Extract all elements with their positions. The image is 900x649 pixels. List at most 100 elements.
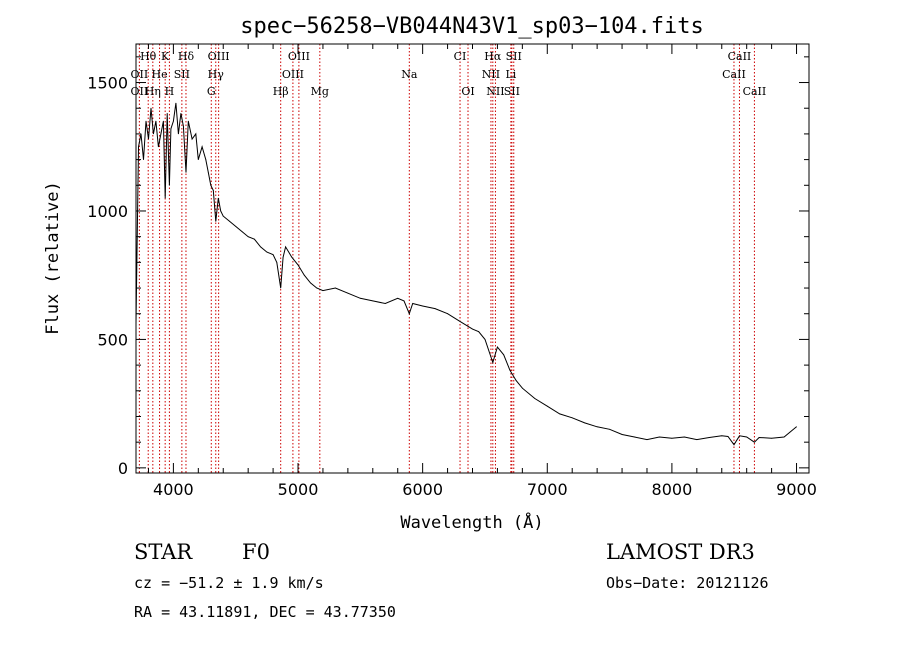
line-label-12: Hγ xyxy=(208,68,225,81)
data-point-21 xyxy=(185,172,187,173)
data-point-81 xyxy=(609,428,610,430)
data-point-60 xyxy=(408,313,410,315)
line-label-7: SII xyxy=(506,50,522,63)
data-point-46 xyxy=(285,246,286,248)
y-axis: 0 500 1000 1500 xyxy=(87,56,809,478)
line-label-16: Li xyxy=(505,68,516,81)
data-point-26 xyxy=(201,146,203,148)
obs-date: Obs−Date: 20121126 xyxy=(606,574,769,592)
data-point-44 xyxy=(280,287,282,289)
data-point-96 xyxy=(758,437,760,438)
y-tick-label-0: 0 xyxy=(118,459,128,478)
data-point-92 xyxy=(733,444,735,446)
data-point-50 xyxy=(310,282,311,284)
x-tick-label-4: 8000 xyxy=(652,480,693,499)
data-point-20 xyxy=(183,125,184,127)
data-point-3 xyxy=(143,159,144,161)
data-point-10 xyxy=(160,133,162,135)
data-point-4 xyxy=(145,120,147,122)
data-point-84 xyxy=(646,439,648,440)
data-point-24 xyxy=(195,133,197,135)
data-point-99 xyxy=(789,431,791,433)
data-point-63 xyxy=(434,308,436,309)
data-point-71 xyxy=(503,354,505,356)
data-point-7 xyxy=(153,133,154,135)
data-point-43 xyxy=(276,262,278,263)
data-point-19 xyxy=(180,113,182,114)
data-point-95 xyxy=(754,441,755,443)
series-layer xyxy=(135,102,797,446)
plot-frame xyxy=(135,43,810,474)
data-point-16 xyxy=(173,120,174,122)
line-label-10: He xyxy=(152,68,168,81)
data-point-33 xyxy=(220,210,222,212)
data-point-23 xyxy=(191,138,193,140)
data-point-47 xyxy=(291,256,293,258)
data-point-37 xyxy=(241,231,243,232)
data-point-53 xyxy=(335,287,336,289)
chart-title: spec−56258−VB044N43V1_sp03−104.fits xyxy=(240,14,704,39)
data-point-89 xyxy=(708,437,710,438)
data-point-35 xyxy=(229,220,230,222)
line-markers xyxy=(138,44,755,473)
line-label-15: NII xyxy=(482,68,500,81)
data-point-79 xyxy=(584,422,586,424)
data-point-40 xyxy=(260,246,261,248)
data-point-85 xyxy=(659,436,660,438)
data-point-77 xyxy=(559,413,561,415)
data-point-100 xyxy=(796,426,797,428)
survey-name: LAMOST DR3 xyxy=(606,540,755,564)
line-label-8: CaII xyxy=(728,50,752,63)
data-point-68 xyxy=(484,339,486,340)
data-point-13 xyxy=(166,113,168,114)
line-label-27: CaII xyxy=(743,85,767,98)
data-point-82 xyxy=(621,434,623,435)
data-point-6 xyxy=(150,107,152,109)
data-point-52 xyxy=(322,290,324,291)
data-point-66 xyxy=(472,328,473,330)
y-tick-label-1: 500 xyxy=(97,330,128,349)
data-point-49 xyxy=(303,274,305,276)
line-label-4: OIII xyxy=(288,50,310,63)
line-label-18: OII xyxy=(131,85,149,98)
data-point-80 xyxy=(596,426,598,428)
x-axis-label: Wavelength (Å) xyxy=(400,511,543,533)
line-label-20: H xyxy=(165,85,175,98)
line-label-0: Hθ xyxy=(140,50,157,63)
data-point-94 xyxy=(746,436,748,438)
line-label-21: G xyxy=(207,85,216,98)
object-class: STAR xyxy=(134,540,193,564)
data-point-90 xyxy=(721,435,723,437)
data-point-61 xyxy=(412,303,414,304)
data-point-97 xyxy=(771,437,772,439)
data-point-73 xyxy=(515,380,517,381)
data-point-8 xyxy=(155,120,157,122)
data-point-14 xyxy=(169,184,170,186)
data-point-36 xyxy=(235,226,237,227)
line-label-5: CI xyxy=(454,50,467,63)
data-point-28 xyxy=(207,172,209,173)
data-point-59 xyxy=(403,300,405,302)
data-point-32 xyxy=(217,197,219,199)
data-point-29 xyxy=(210,184,212,186)
data-point-78 xyxy=(571,417,573,419)
data-point-83 xyxy=(634,436,635,438)
line-label-13: OIII xyxy=(282,68,304,81)
x-tick-label-3: 7000 xyxy=(527,480,568,499)
data-point-25 xyxy=(197,159,199,161)
data-point-55 xyxy=(359,297,361,299)
data-point-31 xyxy=(215,220,217,222)
data-point-70 xyxy=(497,346,498,348)
redshift-text: cz = −51.2 ± 1.9 km/s xyxy=(134,574,324,592)
data-point-75 xyxy=(534,398,536,399)
coordinates: RA = 43.11891, DEC = 43.77350 xyxy=(134,603,396,621)
data-point-48 xyxy=(297,264,299,266)
y-axis-label: Flux (relative) xyxy=(43,181,63,335)
line-label-9: OII xyxy=(131,68,149,81)
line-labels: Hθ K Hδ OIII OIII CI Hα SII CaII OII He SII Hγ OIII Na… xyxy=(131,50,767,98)
data-point-45 xyxy=(282,256,284,258)
data-point-34 xyxy=(222,215,224,217)
data-point-57 xyxy=(384,303,386,304)
data-point-18 xyxy=(178,133,179,135)
